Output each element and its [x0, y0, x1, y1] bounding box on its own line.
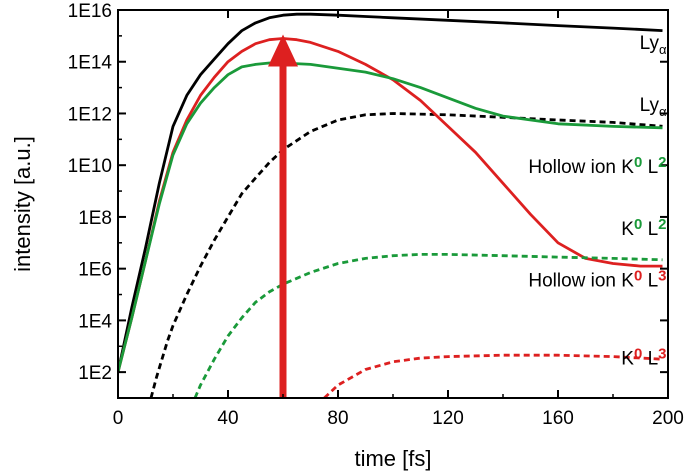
x-tick-label: 120: [432, 408, 464, 429]
x-tick-label: 0: [113, 408, 124, 429]
series-annotation: Lyα: [640, 33, 667, 57]
series-line-k0l2-solid-green: [118, 61, 663, 373]
y-tick-label: 1E4: [78, 311, 112, 332]
x-axis-ticks: 0 40 80 120 160 200: [113, 10, 684, 429]
arrow-head: [268, 34, 298, 67]
x-axis-label: time [fs]: [354, 446, 431, 471]
series-line-k0l3-dashed-red: [323, 353, 663, 398]
y-tick-label: 1E16: [68, 1, 112, 22]
annotations: Lyα Lyα Hollow ion K0 L2 K0 L2 Hollow ion K0…: [528, 33, 667, 370]
x-tick-label: 160: [542, 408, 574, 429]
series-annotation: Hollow ion K0 L3: [528, 268, 666, 292]
series-annotation: K0 L2: [621, 216, 666, 240]
series-line-k0l3-solid-red: [118, 37, 663, 373]
x-tick-label: 40: [217, 408, 238, 429]
series-line-lya-solid-black: [118, 12, 663, 373]
y-axis-ticks: 1E2 1E4 1E6 1E8 1E10 1E12 1E14 1E16: [68, 1, 668, 399]
series-line-lya-dashed-black: [149, 112, 663, 398]
y-tick-label: 1E8: [78, 208, 112, 229]
x-tick-label: 200: [652, 408, 684, 429]
y-tick-label: 1E2: [78, 363, 112, 384]
series-annotation: Lyα: [640, 95, 667, 119]
plot-frame: [117, 9, 669, 399]
x-tick-label: 80: [327, 408, 348, 429]
y-tick-label: 1E6: [78, 260, 112, 281]
chart-marks: [118, 12, 663, 398]
y-tick-label: 1E10: [68, 156, 112, 177]
series-line-k0l2-dashed-green: [193, 253, 663, 398]
y-tick-label: 1E12: [68, 104, 112, 125]
y-axis-label: intensity [a.u.]: [10, 136, 35, 272]
series-annotation: K0 L3: [621, 345, 666, 369]
y-tick-label: 1E14: [68, 53, 113, 74]
series-annotation: Hollow ion K0 L2: [528, 154, 666, 178]
